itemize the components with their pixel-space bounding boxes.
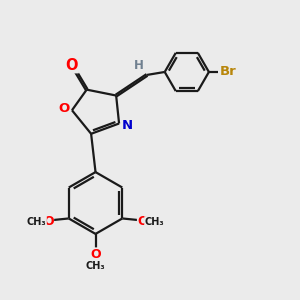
Text: O: O xyxy=(58,102,69,115)
Text: O: O xyxy=(90,248,101,261)
Text: O: O xyxy=(137,215,148,228)
Text: CH₃: CH₃ xyxy=(145,217,164,227)
Text: O: O xyxy=(43,215,53,228)
Text: CH₃: CH₃ xyxy=(86,261,105,271)
Text: CH₃: CH₃ xyxy=(27,217,46,227)
Text: Br: Br xyxy=(220,65,237,79)
Text: H: H xyxy=(134,59,144,72)
Text: N: N xyxy=(122,119,133,132)
Text: O: O xyxy=(66,58,78,73)
